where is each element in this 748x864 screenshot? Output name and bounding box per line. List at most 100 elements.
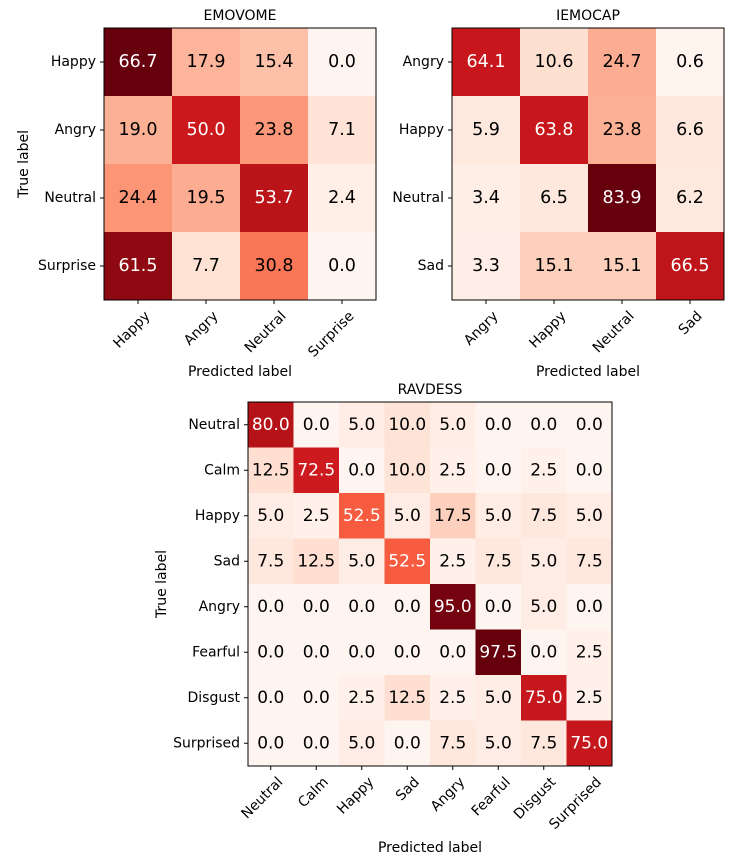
- heatmap-cell: [475, 402, 522, 448]
- cell-value-label: 80.0: [252, 415, 290, 435]
- cell-value-label: 66.7: [119, 52, 158, 72]
- heatmap-cell: [588, 232, 657, 301]
- ravdess-confusion-matrix: 80.0 0.0 5.0 10.0 5.0 0.0 0.0 0.0 12.5 72.5 0.0 10.…: [154, 382, 613, 856]
- cell-value-label: 0.0: [530, 642, 557, 662]
- heatmap-cell: [104, 164, 173, 233]
- cell-value-label: 0.0: [257, 642, 284, 662]
- cell-value-label: 17.9: [187, 52, 226, 72]
- heatmap-cell: [339, 402, 385, 448]
- cell-value-label: 5.0: [530, 551, 557, 571]
- cell-value-label: 5.0: [530, 597, 557, 617]
- heatmap-cell: [293, 538, 340, 585]
- chart-title: EMOVOME: [204, 8, 277, 24]
- heatmap-cell: [308, 232, 377, 301]
- x-tick-label: Neutral: [590, 308, 638, 356]
- heatmap-cell: [248, 584, 294, 630]
- y-tick-label: Fearful: [192, 644, 240, 660]
- cell-value-label: 2.5: [576, 642, 603, 662]
- x-tick-label: Neutral: [242, 308, 290, 356]
- cell-value-label: 30.8: [255, 256, 294, 276]
- y-tick-label: Calm: [204, 462, 240, 478]
- cell-value-label: 0.0: [348, 642, 375, 662]
- cell-value-label: 2.5: [439, 688, 466, 708]
- heatmap-cell: [566, 720, 613, 767]
- cell-value-label: 15.1: [603, 256, 642, 276]
- x-tick-label: Angry: [428, 774, 469, 815]
- heatmap-cell: [656, 28, 725, 97]
- x-tick-label: Neutral: [238, 774, 286, 822]
- heatmap-cell: [240, 164, 309, 233]
- cell-value-label: 7.1: [328, 120, 356, 140]
- cell-value-label: 3.3: [472, 256, 500, 276]
- x-axis-label: Predicted label: [188, 364, 292, 380]
- heatmap-cell: [172, 232, 241, 301]
- heatmap-cell: [248, 447, 294, 494]
- chart-title: RAVDESS: [398, 382, 463, 398]
- heatmap-cell: [339, 720, 385, 767]
- cell-value-label: 10.0: [388, 460, 426, 480]
- x-tick-label: Happy: [334, 774, 377, 817]
- cell-value-label: 0.0: [394, 597, 421, 617]
- cell-value-label: 7.5: [530, 733, 557, 753]
- cell-value-label: 53.7: [255, 188, 294, 208]
- cell-value-label: 0.0: [328, 256, 356, 276]
- cell-value-label: 3.4: [472, 188, 500, 208]
- y-tick-label: Neutral: [44, 190, 96, 206]
- axes-frame: [103, 27, 377, 301]
- y-tick-label: Neutral: [188, 417, 240, 433]
- heatmap-cell: [566, 493, 613, 539]
- cell-value-label: 97.5: [479, 642, 517, 662]
- cell-value-label: 83.9: [603, 188, 642, 208]
- cell-value-label: 0.0: [303, 415, 330, 435]
- axes-frame: [247, 401, 613, 767]
- heatmap-cell: [172, 164, 241, 233]
- heatmap-cell: [475, 675, 522, 721]
- x-axis-label: Predicted label: [536, 364, 640, 380]
- heatmap-cell: [452, 28, 521, 97]
- cell-value-label: 24.4: [119, 188, 158, 208]
- heatmap-cell: [475, 720, 522, 767]
- cell-value-label: 0.0: [394, 733, 421, 753]
- heatmap-cell: [430, 402, 476, 448]
- heatmap-cell: [384, 584, 431, 630]
- cell-value-label: 2.4: [328, 188, 356, 208]
- cell-value-label: 15.1: [535, 256, 574, 276]
- heatmap-cell: [240, 96, 309, 165]
- heatmap-cell: [172, 28, 241, 97]
- heatmap-cell: [430, 493, 476, 539]
- cell-value-label: 50.0: [187, 120, 226, 140]
- heatmap-cell: [104, 28, 173, 97]
- heatmap-cell: [240, 28, 309, 97]
- heatmap-cell: [308, 28, 377, 97]
- y-tick-label: Surprise: [38, 258, 96, 274]
- cell-value-label: 0.0: [303, 642, 330, 662]
- heatmap-cell: [430, 720, 476, 767]
- heatmap-cell: [520, 96, 589, 165]
- heatmap-cell: [566, 675, 613, 721]
- x-tick-label: Angry: [461, 308, 502, 349]
- heatmap-cell: [521, 493, 567, 539]
- heatmap-cell: [339, 584, 385, 630]
- heatmap-cell: [240, 232, 309, 301]
- cell-value-label: 64.1: [467, 52, 506, 72]
- cell-value-label: 0.0: [576, 597, 603, 617]
- cell-value-label: 0.0: [348, 597, 375, 617]
- heatmap-cell: [588, 164, 657, 233]
- heatmap-cell: [521, 629, 567, 676]
- cell-value-label: 2.5: [439, 460, 466, 480]
- cell-value-label: 95.0: [434, 597, 472, 617]
- cell-value-label: 0.0: [439, 642, 466, 662]
- heatmap-cell: [248, 720, 294, 767]
- heatmap-cell: [293, 493, 340, 539]
- x-tick-label: Calm: [295, 774, 332, 811]
- cell-value-label: 0.0: [303, 597, 330, 617]
- cell-value-label: 0.0: [257, 597, 284, 617]
- cell-value-label: 0.0: [303, 733, 330, 753]
- heatmap-cell: [248, 675, 294, 721]
- heatmap-cell: [566, 402, 613, 448]
- cell-value-label: 2.5: [348, 688, 375, 708]
- y-tick-label: Sad: [214, 553, 240, 569]
- cell-value-label: 10.0: [388, 415, 426, 435]
- heatmap-cell: [308, 164, 377, 233]
- cell-value-label: 2.5: [439, 551, 466, 571]
